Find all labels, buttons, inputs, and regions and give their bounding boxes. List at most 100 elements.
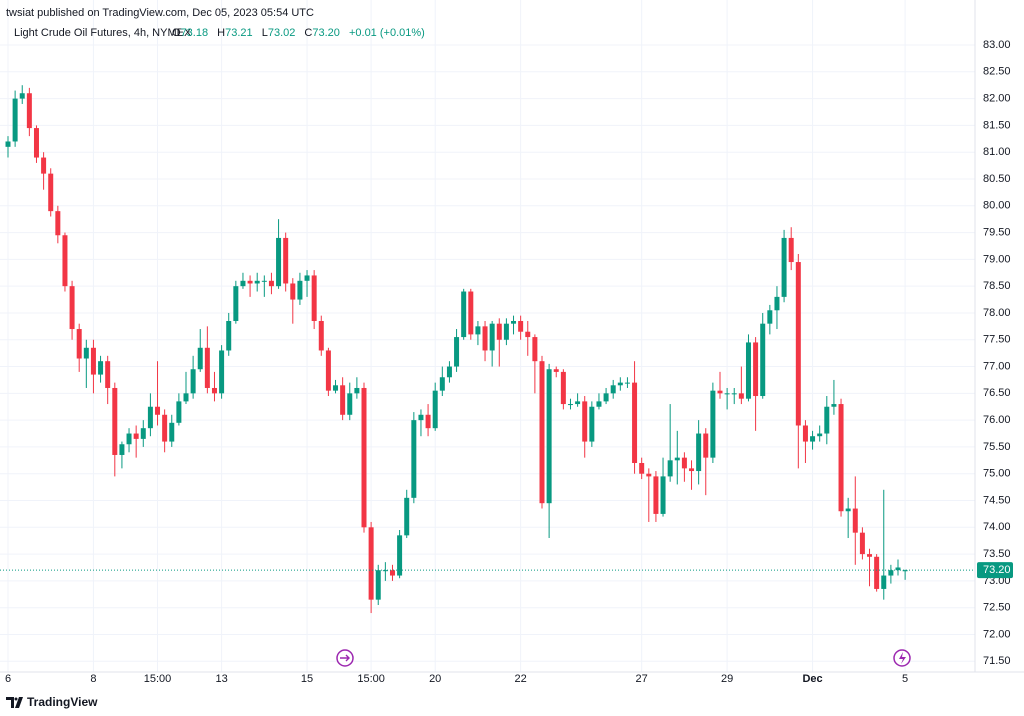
candle-body [738, 393, 744, 399]
candle-body [397, 535, 403, 576]
event-icon[interactable] [893, 649, 911, 667]
last-price-badge [977, 562, 1013, 579]
candle-body [525, 331, 531, 338]
candle-body [183, 393, 189, 402]
x-tick-label: 15:00 [357, 673, 385, 685]
candle-body [653, 476, 659, 514]
candle-body [753, 342, 759, 397]
y-tick-label: 72.50 [983, 602, 1011, 614]
candle-body [810, 436, 816, 442]
candle-body [624, 382, 630, 384]
ohlc-legend: O73.18 H73.21 L73.02 C73.20 +0.01 (+0.01… [172, 27, 425, 39]
candle-body [724, 393, 730, 395]
candle-body [582, 401, 588, 442]
candle-body [361, 387, 367, 528]
candle-body [461, 291, 467, 338]
x-tick-label: 6 [5, 673, 11, 685]
candle-body [745, 342, 751, 399]
candle-body [496, 323, 502, 340]
y-tick-label: 76.00 [983, 414, 1011, 426]
candle-body [83, 347, 89, 359]
candle-body [731, 393, 737, 395]
candle-body [845, 508, 851, 512]
candle-body [169, 422, 175, 442]
last-price-label: 73.20 [983, 564, 1011, 576]
candle-body [824, 406, 830, 434]
candle-body [268, 280, 274, 287]
candle-body [774, 296, 780, 311]
candle-body [325, 350, 331, 391]
candle-body [368, 527, 374, 600]
candle-body [881, 575, 887, 589]
candle-body [781, 237, 787, 297]
candle-body [226, 320, 232, 351]
y-tick-label: 80.00 [983, 200, 1011, 212]
candle-body [140, 428, 146, 439]
brand: TradingView [27, 695, 98, 709]
candle-body [204, 347, 210, 388]
candle-body [667, 460, 673, 477]
candle-body [304, 275, 310, 281]
candle-body [802, 425, 808, 442]
c-key: C [304, 27, 312, 39]
x-tick-label: Dec [802, 673, 822, 685]
candle-body [247, 280, 253, 284]
candle-body [261, 280, 267, 282]
o-key: O [172, 27, 181, 39]
candle-body [589, 406, 595, 442]
candle-body [674, 457, 680, 461]
candle-body [155, 406, 161, 415]
close: 73.20 [312, 27, 340, 39]
candle-body [518, 320, 524, 332]
candle-body [603, 393, 609, 402]
y-tick-label: 81.50 [983, 119, 1011, 131]
candle-body [98, 361, 104, 375]
candle-body [354, 387, 360, 394]
candle-body [375, 570, 381, 600]
candle-body [567, 404, 573, 406]
candle-body [12, 98, 18, 142]
y-tick-label: 74.50 [983, 494, 1011, 506]
candle-body [511, 320, 517, 324]
candle-body [33, 128, 39, 158]
candle-body [596, 401, 602, 407]
y-tick-label: 83.00 [983, 39, 1011, 51]
candle-body [112, 387, 118, 455]
candle-body [902, 570, 908, 572]
candle-body [717, 390, 723, 394]
candle-body [133, 433, 139, 439]
x-tick-label: 5 [902, 673, 908, 685]
candle-body [553, 369, 559, 372]
event-icon[interactable] [336, 649, 354, 667]
candle-body [382, 570, 388, 572]
candle-body [162, 414, 168, 442]
candle-body [532, 337, 538, 362]
candle-body [48, 173, 54, 212]
candle-body [62, 235, 68, 287]
candle-body [411, 420, 417, 498]
candle-body [546, 369, 552, 504]
candle-body [19, 93, 25, 99]
candle-body [660, 476, 666, 514]
candle-body [119, 444, 125, 455]
candle-body [347, 393, 353, 415]
candle-body [90, 347, 96, 375]
y-tick-label: 77.00 [983, 360, 1011, 372]
candle-body [418, 414, 424, 421]
candle-body [389, 570, 395, 576]
y-tick-label: 82.00 [983, 93, 1011, 105]
candle-body [439, 377, 445, 391]
candle-body [539, 361, 545, 504]
candle-body [297, 280, 303, 300]
y-tick-label: 71.50 [983, 655, 1011, 667]
candle-body [76, 329, 82, 359]
x-tick-label: 22 [515, 673, 527, 685]
y-tick-label: 75.50 [983, 441, 1011, 453]
change: +0.01 (+0.01%) [349, 27, 425, 39]
candle-body [468, 291, 474, 335]
candle-body [219, 350, 225, 394]
candle-body [340, 385, 346, 415]
candle-body [55, 211, 61, 236]
l-key: L [262, 27, 268, 39]
